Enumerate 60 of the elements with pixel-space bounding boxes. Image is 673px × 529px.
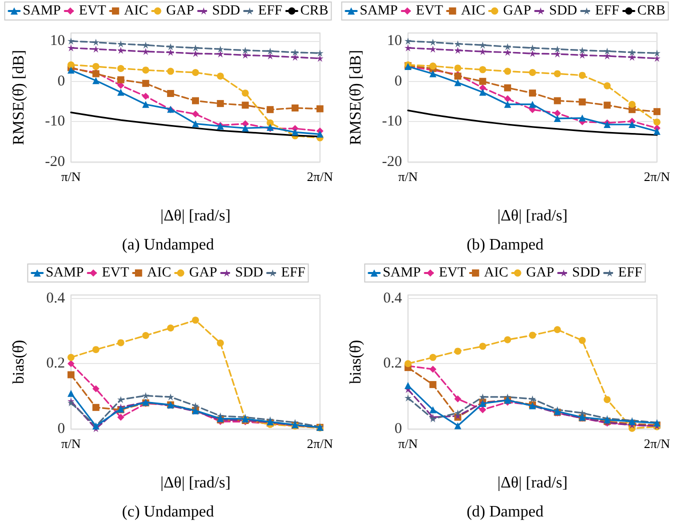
legend-label: GAP <box>189 266 218 280</box>
x-axis-title: |Δθ| [rad/s] <box>160 474 231 492</box>
text: (b) Damped <box>466 236 544 254</box>
legend-label: EVT <box>416 4 444 18</box>
legend-label: EVT <box>438 266 466 280</box>
y-tick-label: 0 <box>394 421 402 437</box>
x-tick-label: 2π/N <box>644 436 671 451</box>
legend-label: SAMP <box>46 266 84 280</box>
legend-label: SDD <box>549 4 578 18</box>
y-tick-label: 10 <box>50 33 65 50</box>
x-tick-label: 2π/N <box>306 436 334 451</box>
legend-label: EFF <box>281 266 306 280</box>
x-tick-label: 2π/N <box>644 169 671 184</box>
legend-label: AIC <box>147 266 172 280</box>
legend-label: AIC <box>461 4 486 18</box>
y-tick-label: 0 <box>394 73 402 90</box>
legend-label: SDD <box>235 266 264 280</box>
y-tick-label: 0.4 <box>383 290 402 306</box>
legend-label: SDD <box>572 266 600 280</box>
x-tick-label: π/N <box>398 169 418 184</box>
legend-label: CRB <box>300 4 328 18</box>
y-tick-label: 0.2 <box>383 356 402 372</box>
y-tick-label: 0.4 <box>46 290 66 306</box>
text: (a) Undamped <box>122 236 214 254</box>
x-axis-title: |Δθ| [rad/s] <box>160 208 231 224</box>
legend-label: AIC <box>124 4 148 18</box>
legend-label: AIC <box>484 266 508 280</box>
legend-label: EFF <box>258 4 283 18</box>
x-tick-label: π/N <box>61 436 82 451</box>
y-tick-label: -10 <box>382 114 402 130</box>
legend-label: SAMP <box>360 4 398 18</box>
legend-label: EFF <box>618 266 643 280</box>
legend-label: SAMP <box>22 4 62 18</box>
legend-label: EVT <box>78 4 106 18</box>
y-tick-label: -20 <box>45 154 65 170</box>
legend-label: EVT <box>102 266 130 280</box>
y-tick-label: 0 <box>58 73 65 90</box>
x-tick-label: 2π/N <box>306 169 334 184</box>
x-tick-label: π/N <box>61 169 82 184</box>
y-tick-label: -10 <box>45 114 65 130</box>
legend-label: GAP <box>166 4 194 18</box>
y-axis-title: RMSE(θ̂) [dB] <box>348 50 364 146</box>
legend-label: CRB <box>637 4 666 18</box>
text: (c) Undamped <box>122 504 214 520</box>
x-axis-title: |Δθ| [rad/s] <box>497 474 568 492</box>
legend-label: SDD <box>212 4 240 18</box>
legend-label: GAP <box>503 4 532 18</box>
y-tick-label: 10 <box>387 33 402 50</box>
x-tick-label: π/N <box>398 436 418 451</box>
y-tick-label: 0.2 <box>46 356 65 372</box>
legend-label: GAP <box>526 266 554 280</box>
y-tick-label: -20 <box>382 154 402 170</box>
text: (d) Damped <box>466 504 544 520</box>
x-axis-title: |Δθ| [rad/s] <box>497 208 568 224</box>
y-axis-title: bias(θ̂) <box>348 340 364 384</box>
y-axis-title: bias(θ̂) <box>10 340 28 384</box>
y-axis-title: RMSE(θ̂) [dB] <box>10 50 28 146</box>
legend-label: EFF <box>595 4 620 18</box>
legend-label: SAMP <box>382 266 422 280</box>
y-tick-label: 0 <box>58 421 65 437</box>
